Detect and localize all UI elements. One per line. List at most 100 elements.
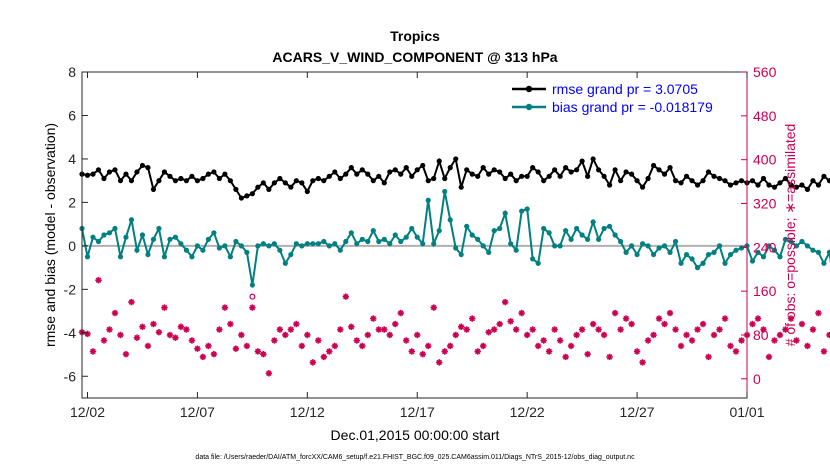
bias-point: [167, 236, 173, 242]
obs-assimilated-point: [133, 334, 141, 341]
bias-point: [117, 254, 124, 260]
bias-point: [760, 254, 767, 260]
obs-assimilated-point: [364, 331, 371, 339]
bias-point: [337, 247, 343, 253]
legend-rmse-marker: [525, 85, 533, 93]
bias-point: [238, 243, 244, 249]
bias-point: [810, 247, 816, 253]
rmse-point: [546, 173, 552, 179]
rmse-point: [326, 173, 332, 179]
obs-assimilated-point: [331, 342, 339, 350]
rmse-point: [777, 180, 783, 186]
x-tick-label: 12/22: [510, 404, 545, 420]
obs-assimilated-point: [397, 309, 404, 317]
obs-assimilated-point: [260, 350, 267, 358]
bias-point: [211, 230, 217, 236]
obs-assimilated-point: [705, 353, 712, 361]
obs-assimilated-point: [155, 329, 163, 336]
bias-point: [172, 234, 179, 240]
bias-point: [579, 232, 585, 238]
rmse-point: [205, 171, 212, 177]
obs-assimilated-point: [551, 326, 558, 333]
obs-assimilated-point: [771, 337, 778, 344]
bias-point: [293, 241, 299, 247]
obs-assimilated-point: [617, 326, 624, 333]
bias-point: [557, 243, 563, 249]
y-tick-label: 4: [68, 151, 76, 167]
rmse-point: [749, 178, 756, 184]
bias-point: [656, 245, 662, 251]
bias-point: [782, 236, 789, 242]
obs-assimilated-point: [271, 337, 278, 344]
obs-assimilated-point: [122, 350, 130, 358]
bias-point: [288, 251, 294, 258]
bias-point: [596, 236, 602, 242]
rmse-point: [425, 178, 431, 184]
rmse-point: [508, 171, 514, 177]
rmse-point: [282, 180, 288, 186]
obs-assimilated-point: [782, 326, 789, 333]
rmse-point: [304, 188, 310, 195]
rmse-point: [359, 167, 365, 173]
rmse-point: [453, 156, 459, 162]
obs-assimilated-point: [732, 348, 740, 355]
rmse-point: [760, 175, 767, 182]
obs-assimilated-point: [287, 326, 295, 333]
obs-assimilated-point: [820, 348, 828, 355]
rmse-point: [524, 173, 530, 179]
obs-assimilated-point: [232, 345, 240, 352]
rmse-point: [420, 162, 426, 169]
rmse-point: [590, 156, 596, 162]
bias-point: [546, 230, 552, 236]
rmse-point: [436, 158, 442, 164]
obs-assimilated-point: [688, 337, 696, 344]
bias-point: [376, 238, 382, 245]
rmse-point: [101, 175, 107, 182]
obs-assimilated-point: [243, 342, 251, 350]
rmse-point: [513, 178, 519, 184]
y-axis-right-label: # of obs: o=possible; ∗=assimilated: [782, 124, 798, 347]
bias-point: [519, 208, 525, 214]
bias-point: [667, 249, 673, 255]
obs-assimilated-point: [655, 315, 663, 322]
obs-assimilated-point: [573, 331, 580, 339]
bias-point: [139, 232, 146, 238]
rmse-point: [541, 178, 547, 184]
rmse-point: [596, 167, 602, 173]
bias-point: [260, 241, 266, 247]
bias-point: [574, 225, 580, 232]
bias-point: [733, 247, 739, 253]
rmse-point: [431, 175, 437, 182]
bias-point: [788, 238, 794, 245]
obs-assimilated-point: [501, 298, 509, 306]
obs-assimilated-point: [89, 348, 97, 355]
rmse-point: [293, 178, 299, 184]
rmse-point: [563, 165, 569, 171]
obs-assimilated-point: [518, 309, 525, 317]
obs-assimilated-point: [512, 326, 520, 333]
bias-point: [271, 241, 277, 247]
obs-assimilated-point: [507, 318, 514, 325]
rmse-point: [793, 184, 800, 190]
bias-point: [645, 243, 651, 249]
obs-assimilated-point: [199, 353, 207, 361]
bias-point: [661, 243, 668, 249]
bias-point: [771, 247, 778, 253]
obs-assimilated-point: [205, 342, 212, 350]
rmse-point: [694, 182, 701, 188]
obs-assimilated-point: [804, 342, 811, 350]
rmse-point: [134, 169, 140, 175]
rmse-point: [277, 175, 283, 182]
legend-box: [508, 78, 740, 118]
rmse-point: [607, 182, 613, 188]
rmse-point: [661, 171, 668, 177]
rmse-point: [574, 167, 580, 173]
rmse-point: [200, 175, 206, 182]
bias-point: [304, 241, 310, 247]
rmse-point: [700, 178, 706, 184]
obs-assimilated-point: [111, 309, 119, 317]
rmse-point: [552, 167, 558, 173]
obs-assimilated-point: [238, 331, 245, 339]
bias-point: [310, 241, 316, 247]
bias-point: [623, 249, 629, 255]
